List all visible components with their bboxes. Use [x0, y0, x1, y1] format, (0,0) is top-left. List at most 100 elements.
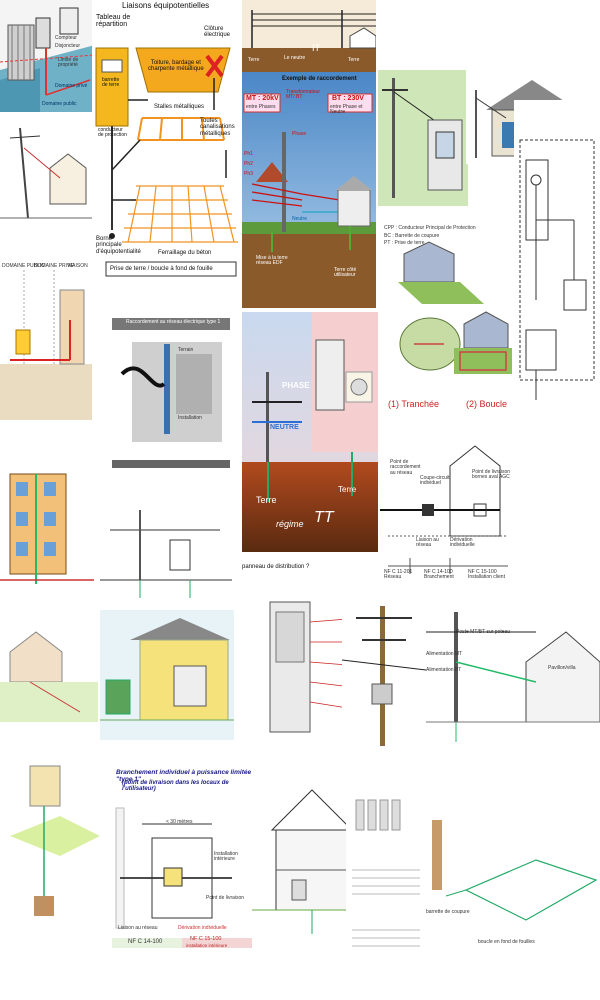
- label-maison: MAISON: [68, 263, 88, 269]
- boucle-fond-fouilles-drawing: [426, 800, 600, 950]
- label-derivation-12: Dérivation individuelle: [178, 925, 227, 931]
- tile-branchement-type1: Branchement individuel à puissance limit…: [112, 768, 252, 956]
- label-barrette-coupure: barrette de coupure: [426, 909, 470, 915]
- tile-building-cutaway: [0, 464, 94, 592]
- label-mise-terre: Mise à la terre réseau EDF: [256, 255, 288, 267]
- label-neutre: Le neutre: [284, 55, 306, 61]
- label-mt-sub: entre Phases: [246, 104, 276, 110]
- raccordement-type1-drawing: [112, 314, 230, 474]
- label-terre-8a: Terre: [256, 495, 277, 505]
- label-derivation: Dérivation individuelle: [450, 537, 475, 549]
- label-phase: Phase: [292, 131, 307, 137]
- label-phase-8: PHASE: [282, 381, 310, 390]
- label-boucle: (2) Boucle: [466, 399, 508, 409]
- meter-fence-illustration: [0, 0, 95, 112]
- label-barrette: barrette de terre: [102, 77, 120, 89]
- schematic-drawing: [514, 100, 600, 422]
- caption-panneau: panneau de distribution ?: [242, 564, 310, 570]
- tile-legend-list: [346, 780, 426, 980]
- pole-wires-drawing: [342, 600, 426, 750]
- label-disjoncteur: Disjoncteur: [55, 43, 81, 49]
- house-yellow-illustration: [100, 610, 234, 740]
- tile-pole-diagram: [0, 118, 92, 228]
- building-cutaway-illustration: [0, 464, 94, 592]
- domaine-illustration: [0, 260, 92, 420]
- label-poste-mtbt: Poste MT/BT sur poteau: [456, 629, 511, 635]
- tile-domaine-public-prive: DOMAINE PUBLIC DOMAINE PRIVE MAISON: [0, 260, 92, 420]
- label-installation-int: Installation intérieure: [214, 851, 238, 863]
- legend-cpp: CPP : Conducteur Principal de Protection: [384, 225, 476, 231]
- label-nfc15-sub: installation intérieure: [186, 943, 228, 948]
- legend-list-drawing: [346, 780, 426, 980]
- label-ph1: Ph1: [244, 151, 253, 157]
- label-ferraillage: Ferraillage du béton: [158, 250, 212, 256]
- label-bt-sub: entre Phase et Neutre: [330, 104, 363, 116]
- label-norm-2: NF C 14-100 Branchement: [424, 569, 454, 581]
- label-terre-8b: Terre: [338, 485, 357, 494]
- label-distance: < 30 mètres: [166, 819, 193, 825]
- pole-diagram-drawing: [0, 118, 92, 228]
- label-tt: TT: [314, 509, 334, 526]
- branchement-type1-drawing: [112, 768, 252, 956]
- label-terre-right: Terre: [348, 57, 360, 63]
- label-liaison-reseau: Liaison au réseau: [416, 537, 439, 549]
- label-regime: régime: [276, 519, 304, 529]
- label-domaine-prive-6: DOMAINE PRIVE: [34, 263, 74, 269]
- house-outdoor-illustration: [0, 612, 98, 740]
- label-neutre-4: Neutre: [292, 216, 308, 222]
- point-raccordement-drawing: [380, 426, 510, 586]
- pole-house-illustration: [378, 70, 468, 206]
- label-tranchee: (1) Tranchée: [388, 399, 440, 409]
- ground-connection-drawing: [0, 756, 104, 926]
- label-terre-util: Terre côté utilisateur: [334, 267, 357, 279]
- label-ph2: Ph2: [244, 161, 253, 167]
- label-coupe-circuit: Coupe-circuit individuel: [420, 475, 450, 487]
- regime-tt-illustration: [242, 312, 378, 552]
- tile-liaisons-equipotentielles: Liaisons équipotentielles Tableau de rép…: [92, 0, 240, 298]
- label-stalles: Stalles métalliques: [154, 104, 205, 110]
- poste-mt-bt-drawing: [426, 602, 600, 752]
- label-neutre-8: NEUTRE: [270, 424, 299, 431]
- label-it: IT: [312, 43, 320, 53]
- coffret-drawing: [100, 500, 232, 604]
- label-mt: MT : 20kV: [246, 95, 279, 102]
- label-ph3: Ph3: [244, 171, 253, 177]
- label-point-raccordement: Point de raccordement au réseau: [390, 459, 421, 476]
- tile-meter-fence: Compteur Disjoncteur Limite de propriété…: [0, 0, 95, 112]
- tile-coffret: [100, 500, 232, 604]
- tile-single-line-schematic: [514, 100, 600, 422]
- tranchee-boucle-illustration: [384, 224, 514, 418]
- label-bt: BT : 230V: [332, 95, 364, 102]
- tile-ground-connection: [0, 756, 104, 926]
- label-installation: Installation: [178, 415, 202, 421]
- label-liaison-12: Liaison au réseau: [118, 925, 158, 931]
- label-pavillon: Pavillon/villa: [548, 665, 576, 671]
- label-tableau: Tableau de répartition: [96, 14, 131, 29]
- label-toiture: Toiture, bardage et charpente métallique: [148, 60, 204, 73]
- label-point-livraison-12: Point de livraison: [206, 895, 245, 901]
- label-conducteur: conducteur de protection: [98, 127, 127, 139]
- label-nfc14: NF C 14-100: [128, 939, 163, 945]
- label-norm-3: NF C 15-100 Installation client: [468, 569, 505, 581]
- label-nfc15: NF C 15-100: [190, 936, 222, 942]
- label-boucle-fouilles: boucle en fond de fouilles: [478, 939, 535, 945]
- label-canalisations: Toutes canalisations métalliques: [200, 118, 235, 137]
- tile-house-outdoor: [0, 612, 98, 740]
- legend-bc: BC : Barrette de coupure: [384, 233, 440, 239]
- tile-boucle-fond-fouilles: barrette de coupure boucle en fond de fo…: [426, 800, 600, 950]
- label-domaine-public: Domaine public: [42, 101, 77, 107]
- label-terrain: Terrain: [178, 347, 194, 353]
- label-compteur: Compteur: [55, 35, 77, 41]
- title-branchement: Branchement individuel à puissance limit…: [116, 769, 252, 783]
- label-domaine-prive: Domaine privé: [55, 83, 88, 89]
- label-borne: Borne principale d'équipotentialité: [96, 236, 141, 255]
- banner-type1: Raccordement au réseau électrique type 1: [126, 319, 221, 325]
- tile-raccordement-type1: Raccordement au réseau électrique type 1…: [112, 314, 230, 474]
- tile-regime-tt: PHASE NEUTRE Terre Terre régime TT: [242, 312, 378, 552]
- label-cloture: Clôture électrique: [204, 26, 231, 39]
- tile-pole-house: [378, 70, 468, 206]
- tile-house-yellow: [100, 610, 234, 740]
- title-liaisons: Liaisons équipotentielles: [122, 1, 210, 10]
- tile-poste-mt-bt: Poste MT/BT sur poteau Alimentation MT A…: [426, 602, 600, 752]
- label-norm-1: NF C 11-201 Réseau: [384, 569, 413, 581]
